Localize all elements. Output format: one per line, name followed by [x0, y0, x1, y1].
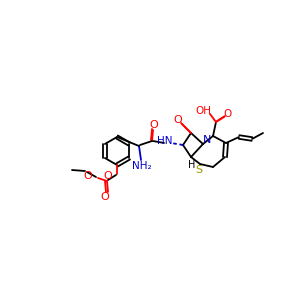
- Text: S: S: [195, 165, 203, 175]
- Text: O: O: [174, 115, 182, 125]
- Text: HN: HN: [157, 136, 173, 146]
- Text: OH: OH: [195, 106, 211, 116]
- Text: O: O: [103, 171, 112, 181]
- Text: NH₂: NH₂: [132, 161, 152, 171]
- Text: O: O: [83, 171, 92, 181]
- Text: H: H: [188, 160, 196, 170]
- Text: N: N: [203, 135, 211, 145]
- Text: O: O: [224, 109, 232, 119]
- Text: O: O: [150, 120, 158, 130]
- Text: O: O: [100, 192, 109, 202]
